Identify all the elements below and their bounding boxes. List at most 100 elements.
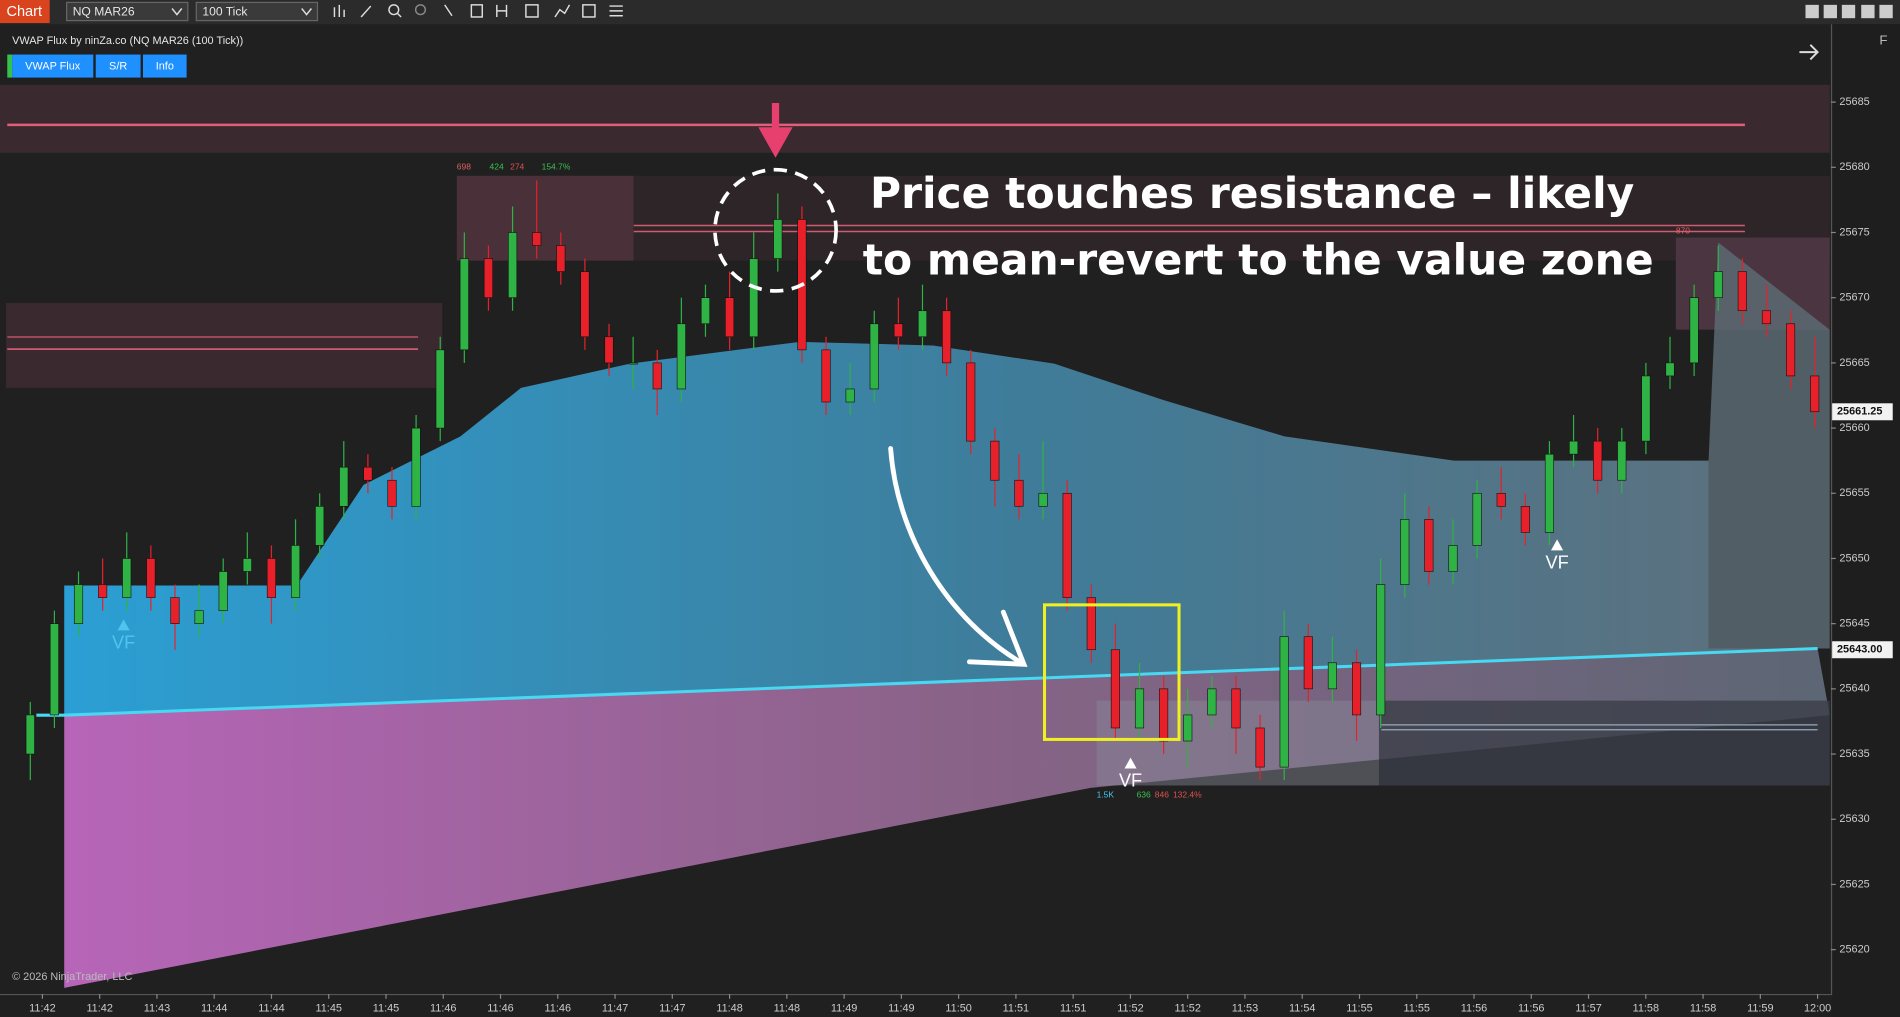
f-button[interactable]: F [1879, 33, 1887, 48]
x-tick-label: 11:47 [659, 1002, 685, 1014]
highlight-circle [713, 167, 838, 293]
indicator-status [7, 54, 13, 78]
x-tick-label: 11:53 [1232, 1002, 1258, 1014]
instrument[interactable]: NQ MAR26 [73, 4, 135, 18]
candle-body [604, 336, 614, 364]
x-tick-label: 11:45 [373, 1002, 399, 1014]
instrument-select[interactable] [66, 1, 189, 22]
candle-body [339, 466, 349, 507]
x-tick-label: 11:48 [716, 1002, 742, 1014]
candle-body [290, 545, 301, 598]
candle-body [218, 571, 228, 611]
candle-body [363, 466, 373, 481]
candle-body [1134, 688, 1145, 729]
candle-body [580, 271, 590, 338]
vf-label: VF [112, 632, 135, 652]
indicator-button[interactable] [12, 54, 94, 78]
candle-body [1159, 688, 1169, 742]
price-marker-label: 25643.00 [1837, 644, 1882, 656]
support-zone [1378, 700, 1830, 786]
y-tick-label: 25650 [1839, 552, 1869, 564]
stat-label: 846 [1155, 789, 1169, 799]
candle-body [49, 623, 59, 716]
indicator-button-label[interactable]: S/R [109, 61, 127, 73]
annotation-line: to mean-revert to the value zone [863, 237, 1654, 286]
candle-body [435, 349, 445, 429]
candle-body [508, 232, 518, 298]
x-tick-label: 11:52 [1174, 1002, 1200, 1014]
candle-body [966, 362, 976, 442]
y-tick-label: 25675 [1839, 226, 1869, 238]
vf-triangle [1124, 757, 1137, 769]
candle-body [1303, 636, 1313, 690]
candle-body [1810, 375, 1820, 413]
candle-body [1593, 440, 1603, 481]
x-tick-label: 11:58 [1633, 1002, 1659, 1014]
candle-body [1110, 649, 1120, 729]
vf-label: VF [1545, 552, 1568, 572]
candle-body [725, 297, 735, 338]
vf-triangle [117, 619, 130, 631]
x-tick-label: 11:59 [1747, 1002, 1773, 1014]
interval[interactable]: 100 Tick [202, 4, 248, 18]
candle-body [1351, 662, 1362, 716]
value-area [1708, 242, 1830, 649]
stat-label: 424 [490, 162, 504, 172]
candle-body [773, 219, 783, 259]
x-tick-label: 11:44 [201, 1002, 227, 1014]
candle-body [25, 714, 35, 755]
candle-body [676, 323, 686, 390]
candle-body [266, 558, 276, 598]
indicator-button[interactable] [142, 54, 187, 78]
x-tick-label: 11:47 [602, 1002, 628, 1014]
scroll-arrow[interactable] [1799, 44, 1819, 61]
candle-body [194, 610, 204, 624]
stat-label: 274 [510, 162, 524, 172]
candle-body [483, 258, 493, 298]
candle-body [242, 558, 252, 572]
price-axis-bg [1832, 24, 1900, 1017]
x-tick-label: 11:49 [831, 1002, 857, 1014]
y-tick-label: 25635 [1839, 748, 1869, 760]
indicator-button-label[interactable]: Info [156, 61, 174, 73]
candle-body [1448, 545, 1458, 572]
y-tick-label: 25620 [1839, 944, 1869, 956]
x-tick-label: 11:49 [888, 1002, 914, 1014]
x-tick-label: 11:55 [1404, 1002, 1430, 1014]
candle-body [98, 584, 108, 598]
x-tick-label: 11:54 [1289, 1002, 1315, 1014]
candle-body [1569, 440, 1579, 455]
indicator-button[interactable] [95, 54, 141, 78]
tab[interactable] [0, 0, 50, 24]
y-tick-label: 25625 [1839, 878, 1869, 890]
candle-body [459, 258, 469, 351]
interval-select[interactable] [195, 1, 319, 22]
window-buttons[interactable] [1805, 4, 1893, 19]
y-tick-label: 25660 [1839, 422, 1869, 434]
x-tick-label: 11:42 [29, 1002, 55, 1014]
indicator-title: VWAP Flux by ninZa.co (NQ MAR26 (100 Tic… [12, 35, 243, 47]
tab-label[interactable]: Chart [6, 4, 42, 20]
candle-body [1786, 323, 1796, 377]
candle-body [411, 427, 421, 507]
candle-body [1376, 584, 1386, 716]
candle-body [1496, 492, 1506, 507]
candle-body [1062, 492, 1072, 598]
x-tick-label: 11:44 [258, 1002, 284, 1014]
x-tick-label: 11:51 [1003, 1002, 1029, 1014]
toolbar-icons[interactable] [171, 4, 623, 18]
x-tick-label: 11:50 [945, 1002, 971, 1014]
candle-body [1279, 636, 1289, 768]
candle-body [1014, 479, 1024, 507]
candle-body [1641, 375, 1651, 442]
candle-body [821, 349, 831, 403]
indicator-button-label[interactable]: VWAP Flux [25, 61, 81, 73]
candle-body [1665, 362, 1675, 377]
x-tick-label: 11:42 [86, 1002, 112, 1014]
zone [456, 175, 634, 261]
candle-body [1617, 440, 1627, 481]
stat-label: 636 [1137, 789, 1151, 799]
candle-body [990, 440, 1000, 481]
